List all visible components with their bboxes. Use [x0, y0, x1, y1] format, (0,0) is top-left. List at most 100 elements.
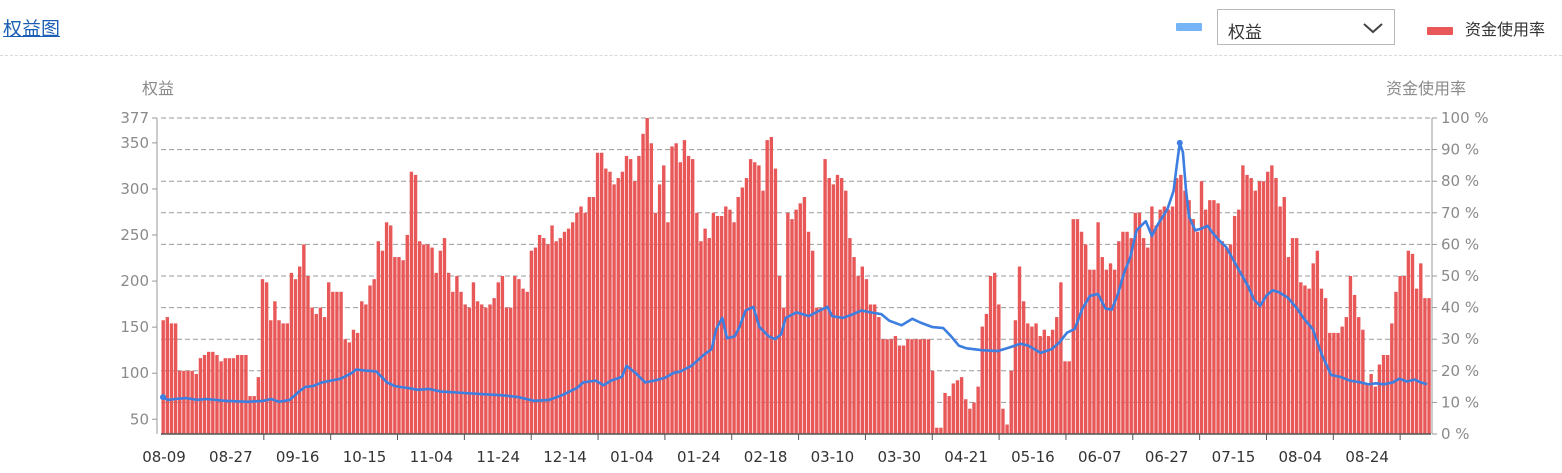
usage-bar — [562, 231, 567, 434]
usage-bar — [595, 152, 600, 434]
usage-bar — [1394, 291, 1398, 434]
usage-bar — [682, 140, 687, 434]
usage-bar — [997, 304, 1001, 434]
usage-bar — [1348, 276, 1353, 434]
usage-bar — [1125, 231, 1129, 434]
usage-bar — [380, 250, 385, 434]
usage-bar — [583, 212, 587, 434]
usage-bar — [616, 178, 620, 434]
equity-start-point — [160, 394, 166, 401]
usage-bar — [686, 155, 691, 435]
usage-bar — [922, 339, 927, 434]
chevron-down-icon — [1362, 20, 1384, 39]
usage-bar — [868, 304, 873, 434]
usage-bar — [446, 272, 451, 434]
x-tick-label: 06-27 — [1145, 448, 1189, 466]
series-select[interactable]: 权益 — [1217, 9, 1395, 45]
usage-bar — [794, 209, 798, 434]
usage-bar — [587, 197, 591, 434]
usage-bar — [761, 190, 765, 434]
usage-bar — [496, 282, 500, 434]
usage-bar — [1278, 206, 1282, 434]
usage-bar — [533, 247, 538, 434]
usage-bar — [935, 427, 939, 434]
usage-bar — [777, 276, 782, 434]
usage-bar — [1001, 408, 1005, 434]
usage-bar — [1141, 238, 1146, 434]
usage-bar — [1340, 326, 1344, 434]
usage-bar — [1191, 219, 1195, 434]
usage-bar — [1084, 244, 1088, 434]
usage-bar — [1282, 197, 1286, 434]
usage-bar — [599, 152, 604, 434]
usage-bar — [310, 307, 314, 434]
usage-bar — [343, 339, 347, 434]
y-left-tick-label: 100 — [120, 364, 149, 382]
usage-bar — [1146, 247, 1150, 434]
usage-bar — [318, 307, 323, 434]
usage-bar — [1042, 329, 1047, 434]
equity-line-path — [162, 141, 1428, 404]
usage-bar — [467, 307, 472, 434]
usage-bar — [744, 178, 749, 434]
usage-bar — [1013, 320, 1018, 434]
usage-bar — [389, 225, 393, 434]
usage-bar — [653, 212, 658, 434]
usage-bar — [786, 212, 790, 434]
usage-bar — [1319, 288, 1324, 434]
usage-bar — [384, 222, 389, 434]
usage-bar — [194, 373, 198, 434]
usage-bar — [984, 313, 989, 434]
usage-bar — [513, 276, 517, 434]
usage-bar — [1286, 257, 1291, 434]
usage-bar — [1294, 238, 1299, 434]
x-tick-label: 03-30 — [877, 448, 921, 466]
y-right-tick-label: 30 % — [1441, 330, 1479, 348]
usage-bar — [810, 250, 815, 434]
usage-bar — [277, 320, 281, 434]
usage-bar — [372, 279, 376, 434]
usage-bar — [1336, 332, 1340, 434]
usage-bar — [417, 241, 422, 434]
usage-bar — [207, 351, 211, 434]
usage-bar — [620, 171, 625, 434]
y-left-axis-title: 权益 — [142, 79, 174, 98]
legend-usage-rate[interactable]: 资金使用率 — [1427, 16, 1545, 40]
usage-bar — [782, 307, 786, 434]
usage-bar — [1021, 301, 1026, 434]
usage-bar — [645, 118, 649, 434]
usage-bar — [1228, 244, 1233, 434]
usage-bar — [1332, 332, 1336, 434]
usage-bar — [455, 276, 459, 434]
usage-bar — [608, 171, 612, 434]
usage-bar — [521, 288, 525, 434]
usage-bar — [1050, 329, 1055, 434]
usage-bar — [347, 342, 352, 434]
usage-bar — [575, 212, 579, 434]
usage-bar — [1117, 241, 1121, 434]
usage-bar — [695, 212, 699, 434]
y-right-tick-label: 40 % — [1441, 299, 1479, 317]
usage-bar — [1129, 238, 1133, 434]
y-right-tick-label: 60 % — [1441, 235, 1479, 253]
usage-bar — [475, 301, 480, 434]
chart-title-link[interactable]: 权益图 — [3, 18, 61, 40]
usage-bar — [1096, 222, 1100, 434]
y-right-tick-label: 50 % — [1441, 267, 1479, 285]
usage-bar — [558, 238, 563, 434]
usage-bar — [1071, 219, 1075, 434]
usage-bar — [1344, 317, 1349, 434]
usage-bar — [1030, 326, 1034, 434]
y-left-tick-label: 200 — [120, 272, 149, 290]
usage-bar — [901, 345, 906, 434]
usage-bar — [678, 162, 682, 435]
usage-bar — [488, 304, 492, 434]
usage-bar — [298, 266, 302, 434]
usage-bar — [235, 355, 240, 434]
usage-bar — [322, 317, 327, 434]
x-tick-label: 04-21 — [944, 448, 988, 466]
usage-bar — [1419, 263, 1423, 434]
usage-bar — [459, 291, 463, 434]
usage-bar — [728, 209, 732, 434]
x-tick-label: 01-24 — [677, 448, 721, 466]
